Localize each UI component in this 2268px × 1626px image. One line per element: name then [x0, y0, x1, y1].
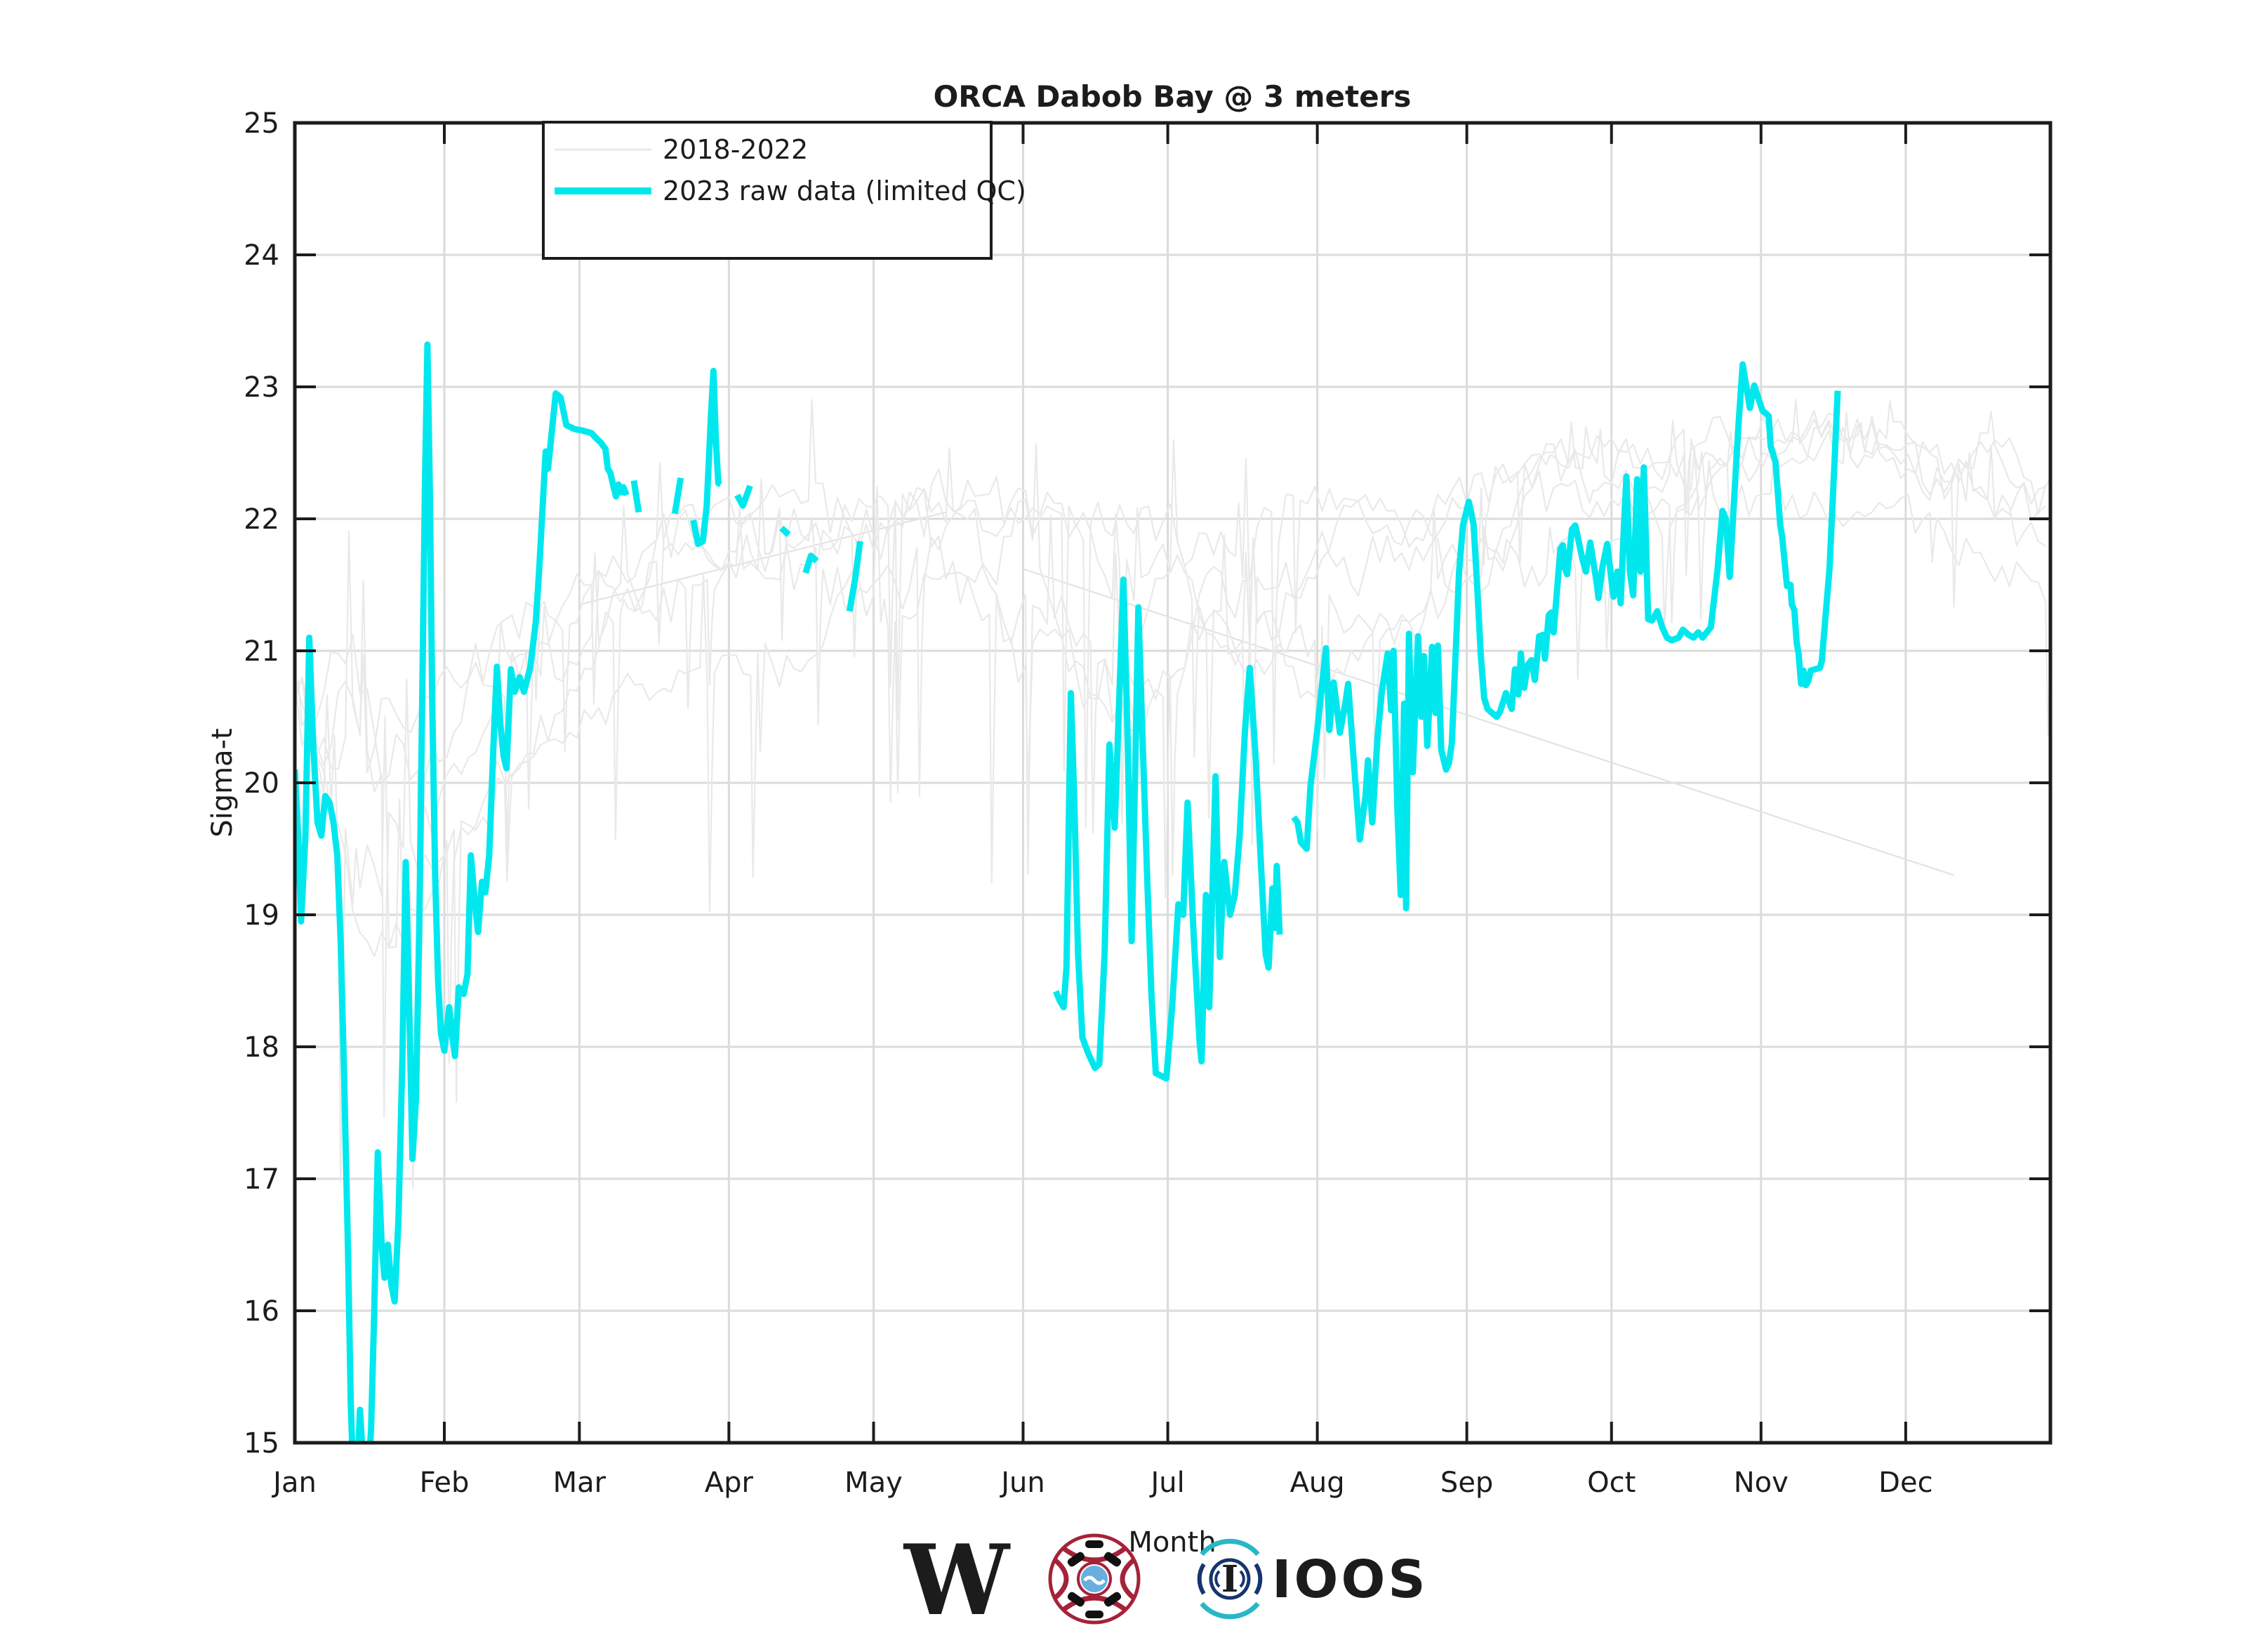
- logo-row: W I IOOS: [903, 1523, 1428, 1626]
- x-tick-label-Mar: Mar: [553, 1467, 606, 1499]
- series-2023-segment-5: [779, 525, 791, 537]
- series-2023-segment-7: [846, 541, 863, 612]
- ioos-i-glyph: I: [1221, 1558, 1238, 1601]
- legend-label-2023: 2023 raw data (limited QC): [663, 176, 1026, 206]
- y-tick-label-17: 17: [244, 1163, 279, 1196]
- y-axis-label: Sigma-t: [206, 728, 239, 838]
- axes-box: [293, 121, 2053, 1445]
- x-tick-label-Oct: Oct: [1587, 1467, 1636, 1499]
- uw-logo: W: [903, 1523, 1011, 1626]
- x-tick-label-Dec: Dec: [1878, 1467, 1932, 1499]
- x-tick-label-Nov: Nov: [1734, 1467, 1789, 1499]
- series-2023-segment-3: [690, 367, 722, 548]
- y-tick-label-22: 22: [244, 503, 279, 536]
- series-2023-segment-8: [1053, 576, 1283, 1082]
- ioos-logo-icon: I: [1197, 1538, 1263, 1620]
- chart-title: ORCA Dabob Bay @ 3 meters: [934, 79, 1412, 114]
- legend: 2018-2022 2023 raw data (limited QC): [542, 121, 1026, 260]
- x-tick-label-Feb: Feb: [420, 1467, 470, 1499]
- historical-trace-2: [296, 399, 2047, 825]
- x-tick-label-Sep: Sep: [1440, 1467, 1493, 1499]
- y-tick-label-18: 18: [244, 1031, 279, 1064]
- y-tick-label-25: 25: [244, 107, 279, 140]
- series-2023-line: [296, 341, 1841, 1441]
- tick-labels: Jan Feb Mar Apr May Jun Jul Aug Sep Oct Nov Dec 15 16…: [244, 107, 1932, 1499]
- tribal-emblem-icon: [1048, 1533, 1141, 1625]
- series-2023-segment-2: [671, 477, 684, 515]
- legend-label-2018-2022: 2018-2022: [663, 134, 808, 165]
- y-tick-label-20: 20: [244, 767, 279, 800]
- historical-gap-interp-line-1: [1023, 568, 1954, 876]
- y-tick-label-23: 23: [244, 371, 279, 404]
- historical-trace-4: [296, 449, 2049, 1028]
- x-tick-label-Jan: Jan: [271, 1467, 317, 1499]
- series-2023-segment-1: [630, 480, 642, 513]
- y-tick-label-21: 21: [244, 635, 279, 668]
- x-tick-label-Apr: Apr: [705, 1467, 754, 1499]
- y-tick-label-15: 15: [244, 1427, 279, 1460]
- series-2023-segment-9: [1291, 361, 1841, 912]
- uw-w-letter: W: [903, 1523, 1011, 1626]
- historical-trace-1: [296, 400, 2046, 1189]
- grid-lines: [295, 123, 2050, 1443]
- x-tick-label-Jul: Jul: [1148, 1467, 1184, 1499]
- ioos-wordmark: IOOS: [1272, 1549, 1428, 1610]
- series-2023-segment-0: [296, 341, 630, 1441]
- series-2023-segment-4: [734, 484, 753, 509]
- x-tick-label-Jun: Jun: [999, 1467, 1045, 1499]
- x-tick-label-Aug: Aug: [1290, 1467, 1345, 1499]
- y-tick-label-24: 24: [244, 239, 279, 272]
- y-tick-label-16: 16: [244, 1295, 279, 1328]
- series-2023-segment-6: [802, 553, 819, 574]
- x-tick-label-May: May: [844, 1467, 903, 1499]
- y-tick-label-19: 19: [244, 899, 279, 932]
